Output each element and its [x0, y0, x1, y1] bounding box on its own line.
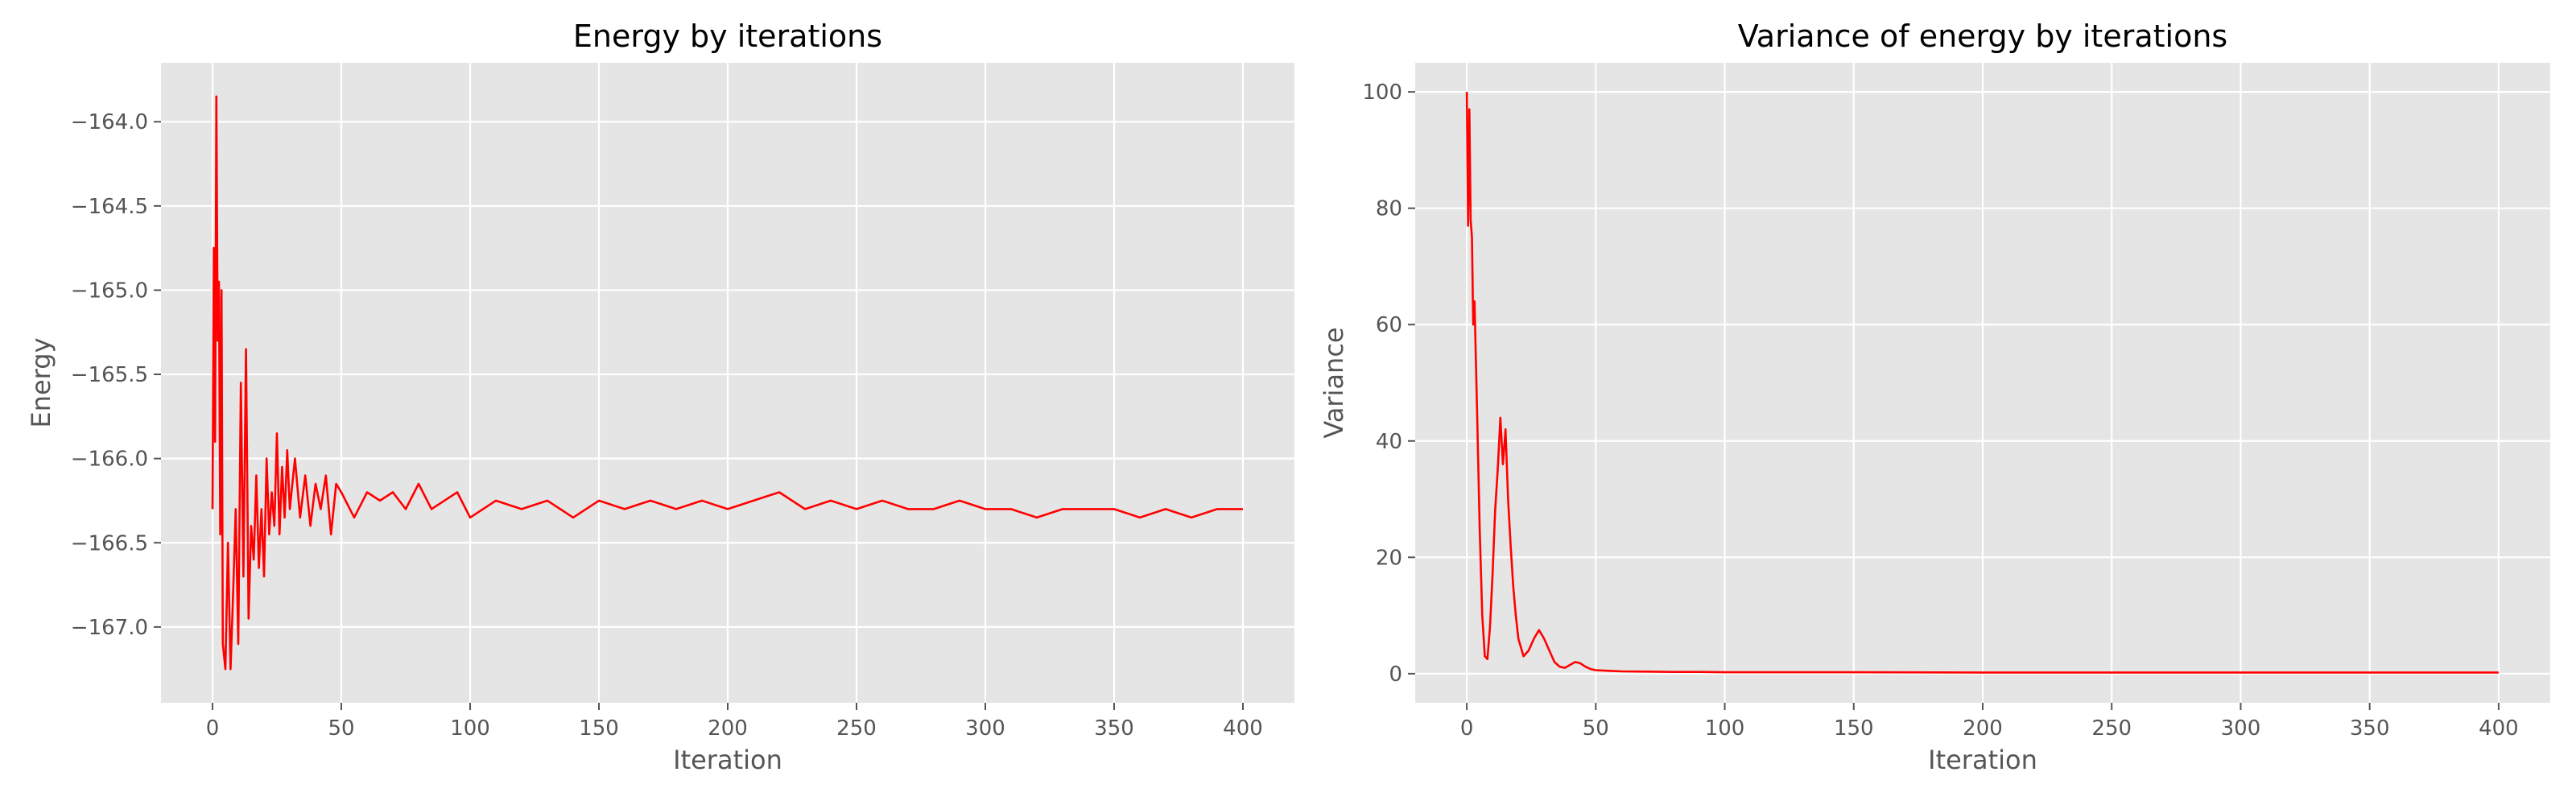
y-axis-label: Energy [26, 337, 56, 427]
x-tick-label: 0 [206, 716, 220, 741]
x-tick-label: 250 [2091, 716, 2132, 741]
x-tick-label: 250 [836, 716, 877, 741]
x-tick-label: 350 [1094, 716, 1134, 741]
x-axis-label: Iteration [1928, 745, 2037, 775]
x-tick-label: 300 [965, 716, 1005, 741]
y-tick-label: 80 [1376, 197, 1402, 221]
energy-chart: 0 50 100 150 200 250 300 350 400 −167.0 −166.5 −166… [26, 19, 1294, 775]
y-tick-label: 40 [1376, 430, 1402, 454]
x-tick-label: 100 [1705, 716, 1745, 741]
x-tick-label: 150 [579, 716, 619, 741]
x-tick-label: 0 [1460, 716, 1474, 741]
x-tick-label: 350 [2350, 716, 2390, 741]
x-tick-label: 100 [450, 716, 490, 741]
y-tick-label: −166.0 [71, 448, 148, 472]
x-tick-label: 50 [1583, 716, 1609, 741]
y-tick-label: 0 [1389, 663, 1402, 687]
x-tick-label: 400 [2479, 716, 2519, 741]
y-tick-label: −166.5 [71, 531, 148, 555]
chart-title: Variance of energy by iterations [1738, 19, 2227, 54]
series-line [211, 95, 1243, 671]
variance-chart: 0 50 100 150 200 250 300 350 400 0 20 40 60 80 100 Vari… [1319, 19, 2550, 775]
x-axis-label: Iteration [673, 745, 782, 775]
y-axis-label: Variance [1319, 327, 1349, 438]
y-tick-label: −165.0 [71, 279, 148, 303]
y-tick-label: −165.5 [71, 363, 148, 387]
x-tick-label: 50 [328, 716, 354, 741]
x-tick-label: 400 [1223, 716, 1263, 741]
x-tick-label: 200 [1963, 716, 2003, 741]
x-tick-label: 200 [708, 716, 748, 741]
y-tick-label: −164.0 [71, 110, 148, 134]
y-tick-label: −164.5 [71, 195, 148, 219]
y-tick-label: 20 [1376, 546, 1402, 570]
x-tick-label: 300 [2221, 716, 2261, 741]
y-tick-label: −167.0 [71, 616, 148, 640]
y-tick-label: 60 [1376, 313, 1402, 337]
x-tick-label: 150 [1834, 716, 1874, 741]
series-line [1465, 92, 2499, 674]
y-tick-label: 100 [1362, 80, 1402, 105]
chart-title: Energy by iterations [573, 19, 882, 54]
